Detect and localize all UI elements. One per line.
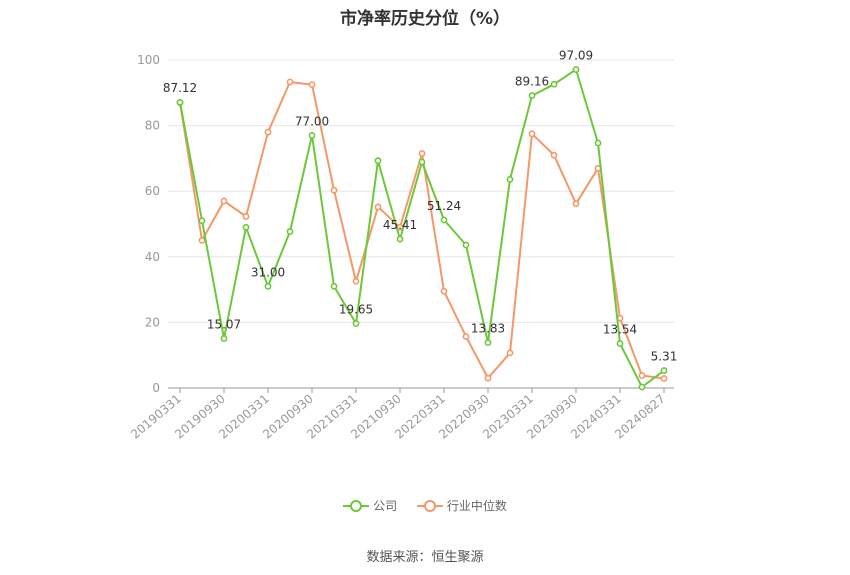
data-label: 45.41 (383, 218, 417, 232)
data-point (638, 372, 646, 379)
data-label: 51.24 (427, 199, 461, 213)
data-point (418, 150, 426, 157)
series-line (179, 81, 665, 380)
data-point (484, 374, 492, 382)
data-point (220, 335, 228, 342)
data-point (264, 128, 272, 136)
data-point (638, 383, 646, 391)
data-label: 19.65 (339, 303, 373, 317)
data-point (506, 175, 514, 183)
data-point (550, 151, 558, 159)
data-point (176, 98, 184, 106)
data-point (286, 228, 294, 235)
legend-line-circle-icon (343, 499, 370, 513)
y-tick-label: 0 (152, 381, 160, 395)
y-tick-label: 20 (145, 315, 160, 329)
data-point (374, 157, 382, 165)
data-point (396, 235, 404, 243)
data-label: 31.00 (251, 265, 285, 279)
data-label: 13.83 (471, 322, 505, 336)
data-point (616, 340, 624, 347)
data-label: 87.12 (163, 81, 197, 95)
data-point (352, 277, 360, 285)
data-label: 13.54 (603, 323, 637, 337)
data-point (528, 130, 536, 138)
data-point (264, 282, 272, 290)
legend-circle (423, 499, 436, 512)
data-point (198, 217, 206, 225)
data-label: 89.16 (515, 75, 549, 89)
data-point (374, 203, 382, 211)
data-point (572, 66, 580, 73)
data-label: 5.31 (651, 350, 678, 364)
data-point (286, 78, 294, 86)
data-point (572, 200, 580, 208)
data-point (330, 186, 338, 194)
legend-label: 行业中位数 (446, 499, 507, 513)
data-point (506, 349, 514, 357)
series-line (179, 68, 665, 388)
data-point (550, 80, 558, 88)
data-point (198, 236, 206, 244)
y-tick-label: 100 (137, 53, 160, 67)
data-point (308, 81, 316, 88)
legend-circle (350, 499, 363, 512)
y-tick-label: 60 (145, 184, 160, 198)
data-point (352, 320, 360, 327)
data-point (330, 282, 338, 290)
data-point (440, 216, 448, 224)
legend-item-industry[interactable]: 行业中位数 (416, 497, 507, 514)
data-point (418, 158, 426, 166)
data-source: 数据来源：恒生聚源 (366, 550, 484, 565)
data-point (660, 375, 668, 382)
data-point (594, 139, 602, 147)
data-point (484, 339, 492, 347)
data-label: 97.09 (559, 49, 593, 63)
data-label: 15.07 (207, 318, 241, 332)
legend-item-company[interactable]: 公司 (343, 497, 397, 514)
data-point (242, 213, 250, 220)
legend-line-circle-icon (416, 499, 443, 513)
data-point (462, 333, 470, 340)
data-point (660, 367, 668, 374)
chart-title: 市净率历史分位（%） (339, 9, 511, 29)
data-point (308, 132, 316, 139)
data-point (528, 92, 536, 99)
legend: 公司 行业中位数 (0, 497, 850, 516)
y-tick-label: 80 (145, 119, 160, 133)
data-label: 77.00 (295, 114, 329, 128)
data-point (462, 241, 470, 249)
y-tick-label: 40 (145, 250, 160, 264)
data-point (220, 197, 228, 205)
legend-label: 公司 (373, 499, 398, 513)
data-point (440, 287, 448, 295)
data-point (242, 223, 250, 231)
